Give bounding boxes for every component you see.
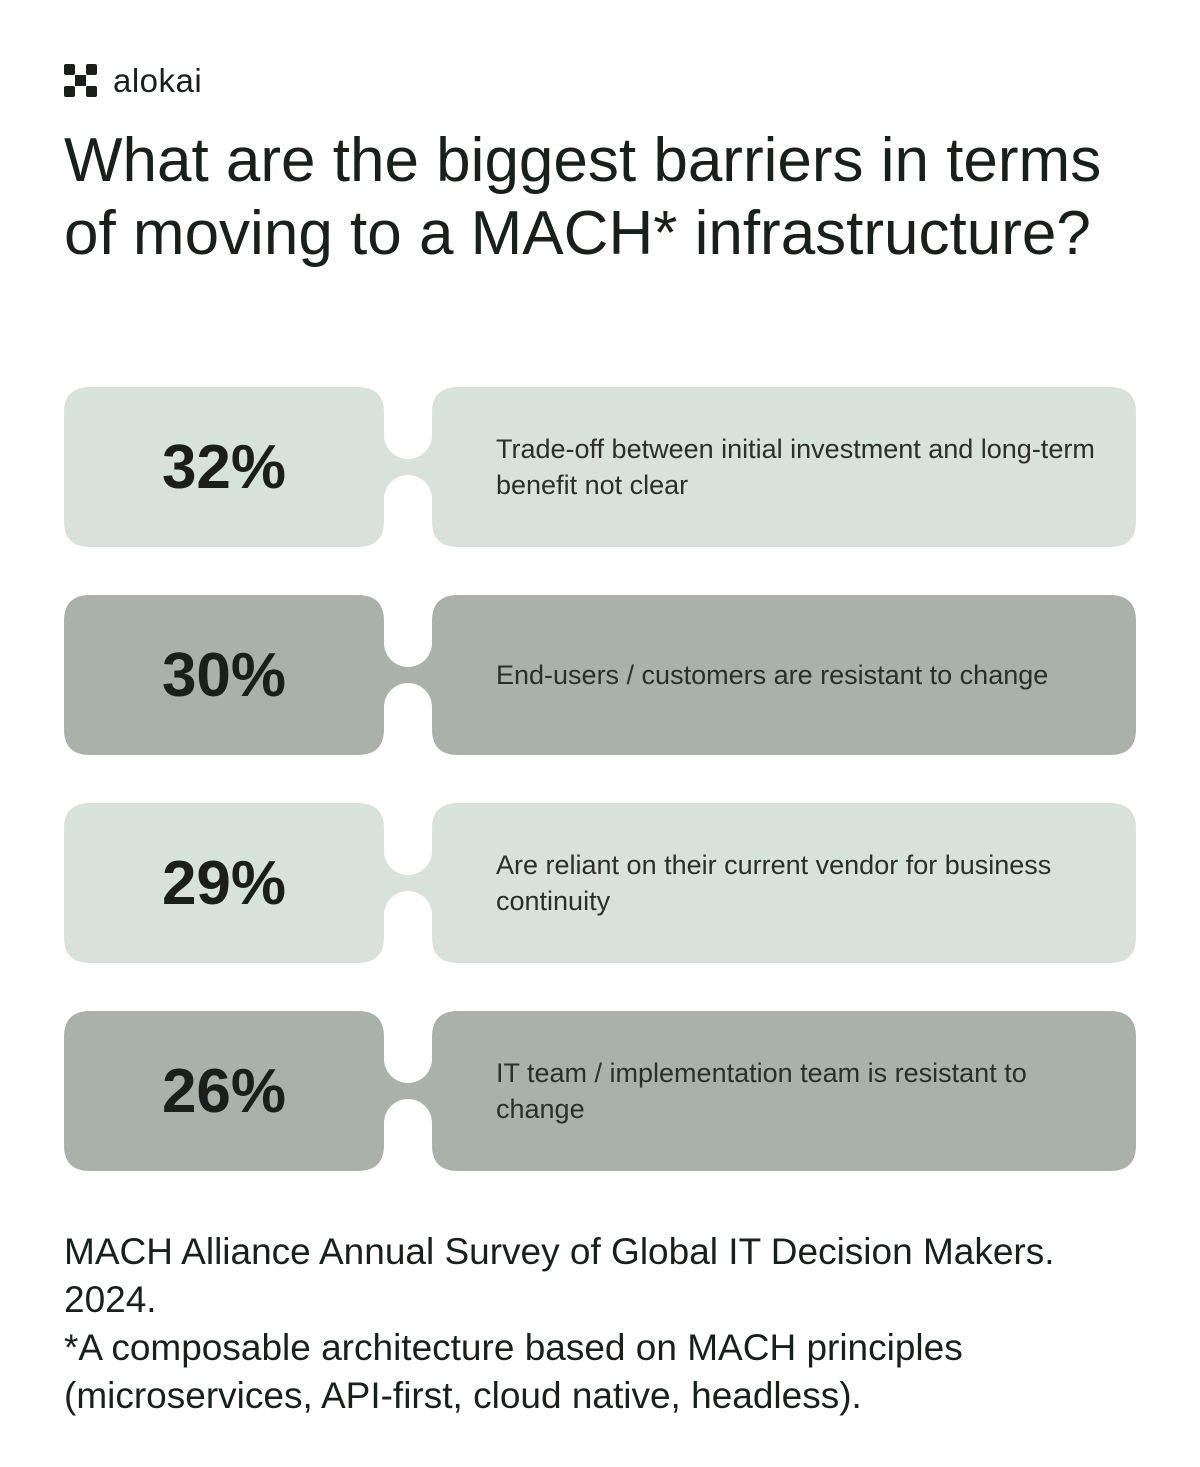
page-title: What are the biggest barriers in terms o… — [64, 126, 1102, 268]
barrier-list: 32% Trade-off between initial investment … — [64, 387, 1136, 1219]
barrier-row: 26% IT team / implementation team is resi… — [64, 1011, 1136, 1171]
barrier-label: IT team / implementation team is resista… — [496, 1058, 1027, 1124]
brand-logo: alokai — [64, 62, 202, 98]
label-card — [408, 1011, 1136, 1171]
barrier-card-shape — [64, 1011, 1136, 1171]
barrier-card-shape — [64, 803, 1136, 963]
percent-card — [64, 1011, 408, 1171]
label-card — [408, 803, 1136, 963]
brand-name: alokai — [113, 61, 203, 99]
barrier-percent: 26% — [161, 1056, 287, 1126]
barrier-row: 32% Trade-off between initial investment … — [64, 387, 1136, 547]
percent-card — [64, 595, 408, 755]
barrier-row: 30% End-users / customers are resistant t… — [64, 595, 1136, 755]
footer: MACH Alliance Annual Survey of Global IT… — [64, 1228, 1144, 1420]
source-citation: MACH Alliance Annual Survey of Global IT… — [64, 1231, 1055, 1320]
barrier-label: Trade-off between initial investment and… — [496, 434, 1095, 500]
barrier-card-shape — [64, 595, 1136, 755]
alokai-logo-icon — [64, 63, 97, 97]
percent-card — [64, 387, 408, 547]
barrier-label: End-users / customers are resistant to c… — [496, 660, 1049, 690]
label-card — [408, 387, 1136, 547]
footnote: *A composable architecture based on MACH… — [64, 1327, 963, 1416]
barrier-card-shape — [64, 387, 1136, 547]
barrier-percent: 32% — [161, 432, 287, 502]
barrier-row: 29% Are reliant on their current vendor f… — [64, 803, 1136, 963]
barrier-percent: 30% — [161, 640, 287, 710]
barrier-label: Are reliant on their current vendor for … — [496, 850, 1052, 916]
barrier-percent: 29% — [161, 848, 287, 918]
percent-card — [64, 803, 408, 963]
label-card — [408, 595, 1136, 755]
